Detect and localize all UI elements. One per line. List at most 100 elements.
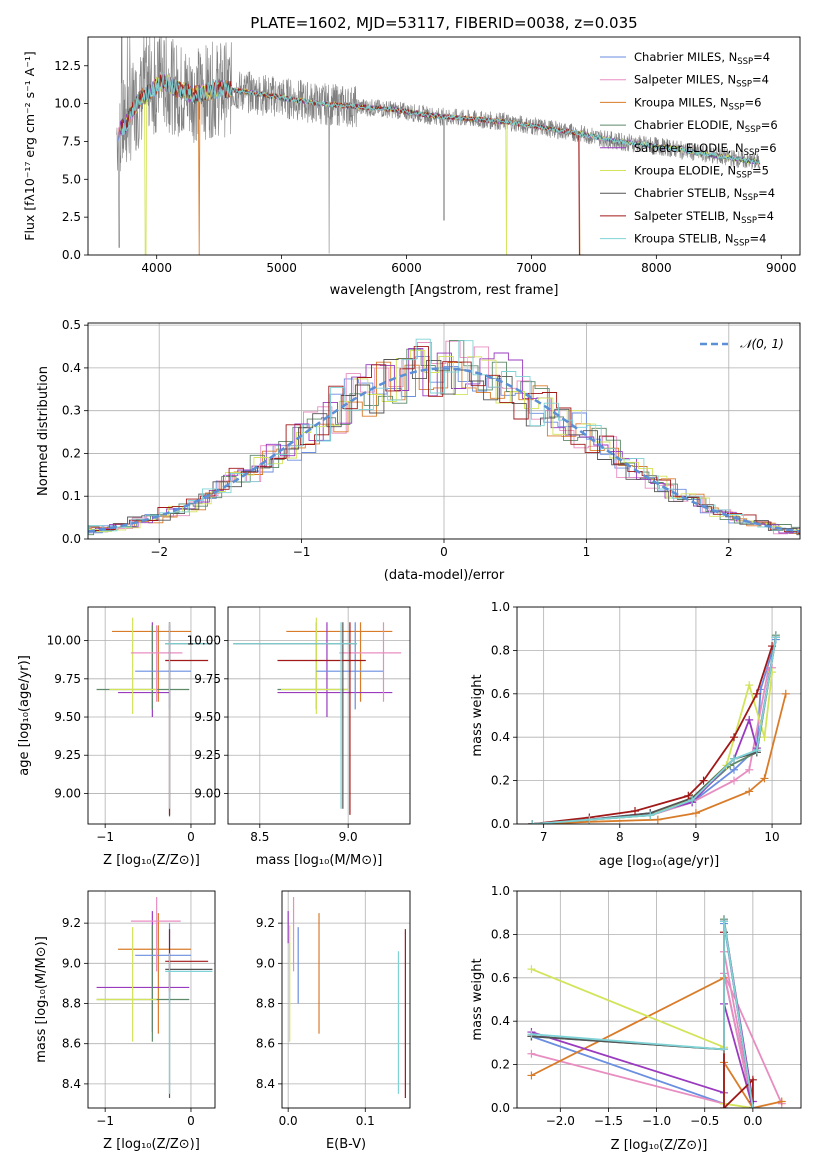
- axes-weight_vs_age: 7 8 9 10 0.0 0.2 0.4 0.6 0.8 1.0 age [log₁₀(age/yr…: [470, 600, 802, 869]
- y-tick-label: 10.0: [54, 97, 81, 111]
- weight-marker: [527, 1071, 536, 1080]
- weight-line-5: [532, 671, 773, 824]
- y-tick-label: 9.2: [256, 916, 275, 930]
- y-tick-label: 9.2: [62, 916, 81, 930]
- weight-line-8: [531, 921, 754, 1108]
- legend-subscript: SSP: [745, 125, 761, 135]
- legend-label: Kroupa STELIB, NSSP=4: [634, 232, 766, 249]
- legend-label: Salpeter MILES, NSSP=4: [634, 73, 769, 90]
- weight-marker: [527, 1049, 536, 1058]
- y-tick-label: 0.0: [491, 817, 510, 831]
- plot-area: [88, 323, 800, 539]
- weight-marker: [646, 811, 655, 820]
- legend-suffix: =4: [753, 50, 770, 64]
- weight-marker: [585, 815, 594, 824]
- x-axis-label: E(B-V): [326, 1137, 366, 1152]
- y-tick-label: 9.75: [54, 672, 81, 686]
- legend-subscript: SSP: [737, 57, 753, 67]
- axes-weight_vs_Z: −2.0 −1.5 −1.0 −0.5 0.0 0.0 0.2 0.4 0.6 0.8 1.0 Z […: [470, 884, 802, 1153]
- y-tick-label: 0.5: [62, 318, 81, 332]
- plot-area: [517, 891, 801, 1108]
- legend-subscript: SSP: [741, 216, 757, 226]
- y-axis-label: Normed distribution: [36, 366, 51, 496]
- axes-frame: [227, 606, 411, 825]
- x-tick-label: 0.0: [743, 1114, 762, 1128]
- y-tick-label: 0.8: [491, 643, 510, 657]
- weight-marker: [688, 796, 697, 805]
- axes-frame: [87, 606, 216, 825]
- y-tick-label: 8.4: [256, 1077, 275, 1091]
- x-tick-label: 10: [764, 830, 779, 844]
- axes-spectrum: 4000 5000 6000 7000 8000 9000 0.0 2.5 5.0 7.5 10.0…: [22, 14, 801, 298]
- weight-marker: [748, 1075, 757, 1084]
- weight-marker: [745, 715, 754, 724]
- x-tick-label: 0: [440, 545, 448, 559]
- weight-marker: [691, 809, 700, 818]
- y-axis-label: mass [log₁₀(M/M⊙)]: [34, 936, 49, 1063]
- x-tick-label: 0: [187, 1114, 195, 1128]
- x-tick-label: 8.5: [250, 830, 269, 844]
- legend-suffix: =4: [758, 186, 775, 200]
- y-tick-label: 0.3: [62, 404, 81, 418]
- x-tick-label: −0.5: [690, 1114, 719, 1128]
- x-tick-label: 7000: [516, 261, 547, 275]
- y-tick-label: 0.4: [62, 361, 81, 375]
- y-tick-label: 0.2: [491, 774, 510, 788]
- axes-frame: [281, 890, 411, 1109]
- legend-suffix: =5: [752, 164, 769, 178]
- y-tick-label: 9.0: [256, 956, 275, 970]
- weight-marker: [719, 1104, 728, 1108]
- axes-frame: [516, 890, 802, 1109]
- x-axis-label: (data-model)/error: [384, 568, 505, 583]
- residual-histogram-4: [88, 347, 800, 534]
- y-tick-label: 0.1: [62, 489, 81, 503]
- y-tick-label: 8.6: [62, 1037, 81, 1051]
- y-axis-label: mass weight: [470, 958, 485, 1040]
- y-tick-label: 8.8: [256, 997, 275, 1011]
- weight-marker: [752, 746, 761, 755]
- chart-title: PLATE=1602, MJD=53117, FIBERID=0038, z=0…: [250, 14, 637, 32]
- x-tick-label: −2.0: [546, 1114, 575, 1128]
- weight-line-7: [532, 645, 773, 824]
- legend-suffix: =6: [760, 141, 777, 155]
- x-tick-label: 0: [187, 830, 195, 844]
- y-tick-label: 0.0: [62, 532, 81, 546]
- y-tick-label: 8.8: [62, 997, 81, 1011]
- y-tick-label: 9.75: [194, 672, 221, 686]
- x-tick-label: 8: [616, 830, 624, 844]
- plot-area: [88, 891, 215, 1108]
- model-spectrum-8: [121, 72, 761, 166]
- weight-marker: [684, 791, 693, 800]
- legend-subscript: SSP: [744, 148, 760, 158]
- residual-histogram-3: [88, 339, 800, 536]
- weight-line-1: [532, 667, 773, 824]
- residual-histogram-8: [88, 338, 800, 535]
- x-tick-label: −1: [96, 1114, 114, 1128]
- axes-age_vs_Z: −1 0 9.00 9.25 9.50 9.75 10.00 Z [log₁₀(Z/Z⊙)] a…: [17, 606, 216, 868]
- x-axis-label: wavelength [Angstrom, rest frame]: [330, 283, 559, 298]
- legend-subscript: SSP: [736, 80, 752, 90]
- y-tick-label: 10.00: [47, 634, 81, 648]
- plot-area: [228, 607, 410, 824]
- axes-residuals: −2 −1 0 1 2 0.0 0.1 0.2 0.3 0.4 0.5 (data-model)/er…: [36, 318, 801, 583]
- y-tick-label: 9.25: [54, 748, 81, 762]
- y-tick-label: 5.0: [62, 172, 81, 186]
- x-tick-label: −1: [96, 830, 114, 844]
- weight-marker: [699, 776, 708, 785]
- x-tick-label: 9.0: [339, 830, 358, 844]
- x-axis-label: age [log₁₀(age/yr)]: [599, 854, 720, 869]
- x-axis-label: Z [log₁₀(Z/Z⊙)]: [103, 1137, 200, 1152]
- y-tick-label: 0.2: [62, 446, 81, 460]
- weight-marker: [752, 689, 761, 698]
- residual-histogram-2: [88, 361, 800, 534]
- legend-subscript: SSP: [742, 193, 758, 203]
- weight-marker: [771, 633, 780, 642]
- x-tick-label: −1.5: [594, 1114, 623, 1128]
- x-tick-label: 6000: [391, 261, 422, 275]
- y-tick-label: 12.5: [54, 59, 81, 73]
- y-tick-label: 1.0: [491, 884, 510, 898]
- weight-marker: [653, 815, 662, 824]
- legend-label: Salpeter STELIB, NSSP=4: [634, 209, 774, 226]
- weight-marker: [729, 765, 738, 774]
- axes-age_vs_mass: 8.5 9.0 9.00 9.25 9.50 9.75 10.00 mass [log₁₀(M…: [187, 606, 411, 868]
